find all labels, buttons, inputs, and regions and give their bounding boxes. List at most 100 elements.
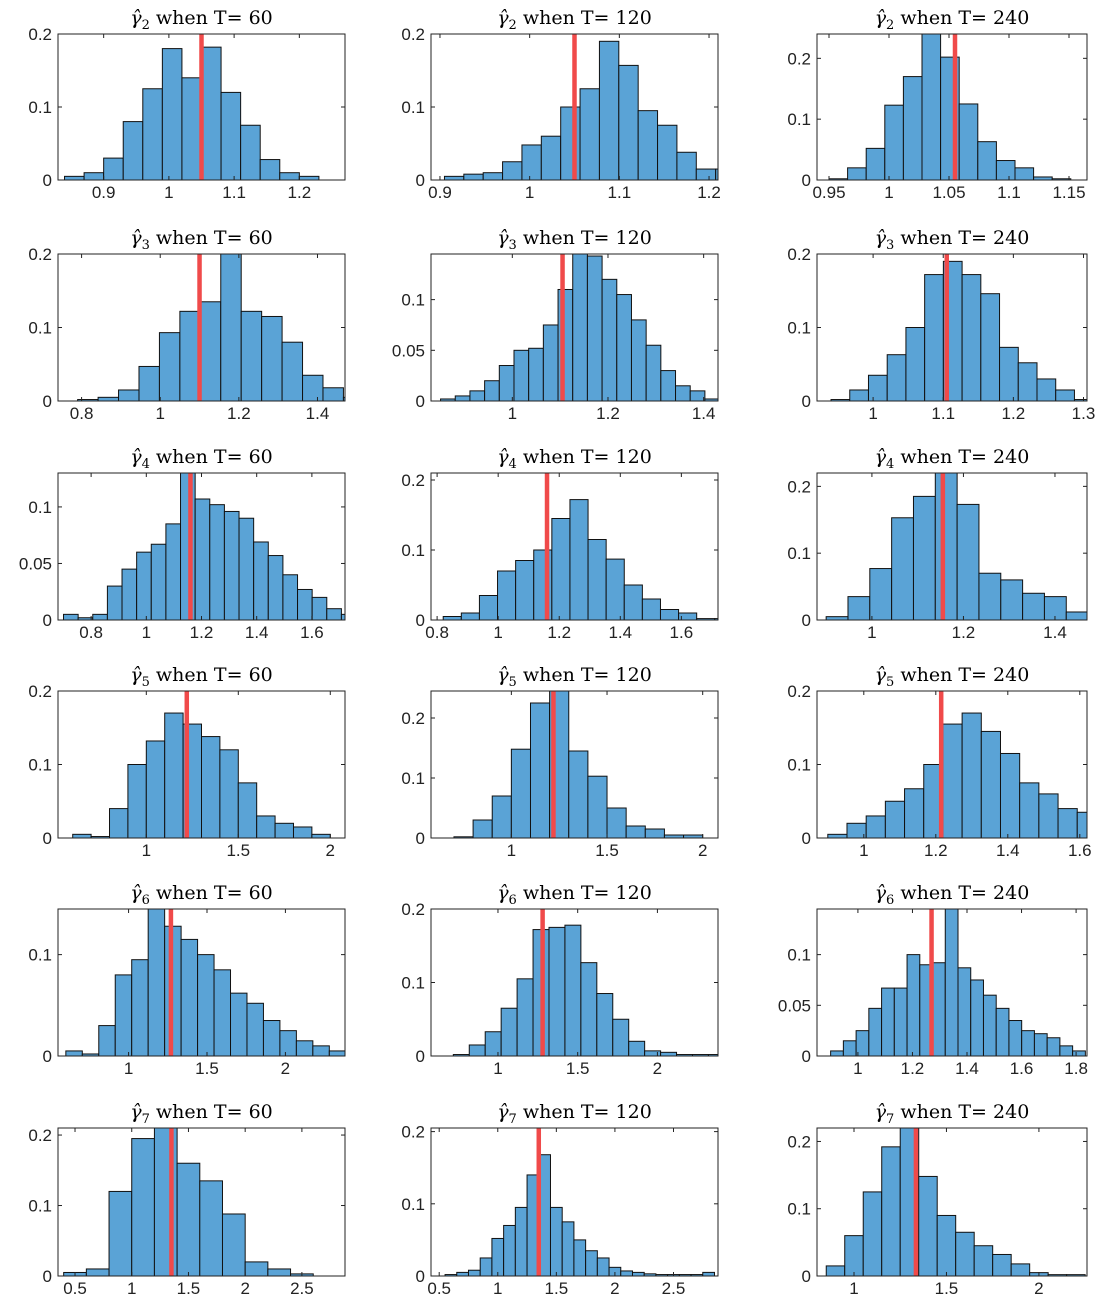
histogram-bar [176, 1162, 201, 1276]
histogram-bar [467, 1269, 481, 1276]
histogram-bar [281, 341, 304, 401]
title-text: when T= 60 [150, 664, 273, 686]
histogram-bar [311, 833, 331, 838]
histogram-bar [97, 396, 120, 401]
title-subscript: 6 [142, 893, 150, 908]
x-tick-label: 1.2 [924, 841, 948, 860]
title-symbol: γ̂ [875, 7, 887, 29]
histogram-bar [219, 749, 239, 838]
histogram-bar [127, 764, 147, 838]
histogram-bar [1014, 167, 1035, 180]
x-tick-label: 2.5 [662, 1279, 686, 1298]
histogram-bar [586, 255, 603, 401]
title-symbol: γ̂ [130, 1101, 142, 1123]
panel-title: γ̂7 when T= 240 [875, 1101, 1030, 1127]
histogram-panel-1: 0.9 1 1.1 1.2 0 0.1 0.2 γ̂2 when T= 60 [28, 7, 346, 202]
histogram-bar [944, 909, 959, 1056]
plot-area [828, 34, 1072, 180]
histogram-panel-10: 1 1.5 2 0 0.1 0.2 γ̂5 when T= 60 [28, 664, 346, 860]
histogram-bar [442, 616, 462, 620]
y-tick-label: 0.1 [401, 291, 425, 310]
panel-title: γ̂3 when T= 60 [130, 227, 273, 253]
x-tick-label: 1.4 [608, 623, 632, 642]
histogram-bar [942, 723, 963, 838]
x-tick-label: 1 [508, 404, 517, 423]
x-tick-label: 1.2 [596, 404, 620, 423]
histogram-bar [657, 124, 678, 180]
y-tick-label: 0.2 [28, 1126, 52, 1145]
histogram-bar [612, 1018, 630, 1056]
histogram-bar [106, 585, 123, 620]
histogram-bar [884, 104, 904, 180]
histogram-bar [631, 1271, 645, 1276]
y-tick-label: 0.1 [28, 98, 52, 117]
histogram-bar [572, 254, 588, 401]
histogram-bar [564, 924, 582, 1056]
histogram-bar [199, 1180, 223, 1276]
y-tick-label: 0 [43, 1047, 52, 1066]
histogram-bar [587, 539, 607, 620]
histogram-bar [995, 160, 1016, 180]
histogram-bar [1010, 1263, 1031, 1276]
histogram-bar [510, 748, 531, 838]
y-tick-label: 0.05 [778, 996, 811, 1015]
histogram-bar [516, 978, 534, 1056]
title-subscript: 3 [142, 238, 150, 253]
histogram-bar [103, 157, 124, 180]
y-tick-label: 0.1 [401, 974, 425, 993]
plot-area [453, 691, 704, 838]
histogram-bar [161, 48, 183, 180]
x-tick-label: 2 [240, 1279, 249, 1298]
y-tick-label: 0 [802, 171, 811, 190]
histogram-bar [678, 612, 698, 620]
histogram-bar [999, 752, 1021, 838]
histogram-bar [1021, 1030, 1035, 1056]
panel-title: γ̂6 when T= 60 [130, 882, 273, 908]
histogram-bar [85, 1268, 110, 1276]
plot-area [442, 473, 718, 620]
x-tick-label: 1.4 [692, 404, 716, 423]
title-text: when T= 60 [150, 1101, 273, 1123]
panel-title: γ̂5 when T= 240 [875, 664, 1030, 690]
histogram-bar [628, 1040, 646, 1056]
histogram-panel-12: 1 1.2 1.4 1.6 0 0.1 0.2 γ̂5 when T= 240 [787, 664, 1091, 860]
y-tick-label: 0 [43, 611, 52, 630]
title-subscript: 2 [142, 18, 150, 33]
histogram-bar [145, 740, 166, 838]
histogram-bar [292, 826, 313, 838]
plot-area [63, 1128, 314, 1276]
plot-area [830, 254, 1087, 401]
x-tick-label: 1.5 [177, 1279, 201, 1298]
histogram-panel-3: 0.95 1 1.05 1.1 1.15 0 0.1 0.2 γ̂2 when T= 240 [787, 7, 1088, 202]
histogram-bar [98, 1025, 116, 1056]
histogram-bar [65, 1050, 83, 1056]
histogram-bar [1000, 579, 1024, 620]
histogram-bar [921, 34, 942, 180]
x-tick-label: 1 [493, 1279, 502, 1298]
x-tick-label: 1 [849, 1279, 858, 1298]
x-tick-label: 1.1 [222, 183, 246, 202]
plot-area [825, 1128, 1086, 1276]
x-tick-label: 1.4 [306, 404, 330, 423]
title-symbol: γ̂ [130, 664, 142, 686]
histogram-bar [548, 926, 566, 1056]
x-tick-label: 1.5 [566, 1059, 590, 1078]
x-tick-label: 1.2 [190, 623, 214, 642]
x-tick-label: 1 [493, 1059, 502, 1078]
x-tick-label: 2 [698, 841, 707, 860]
histogram-bar [136, 551, 152, 620]
plot-area [443, 34, 718, 180]
histogram-bar [936, 1214, 957, 1276]
x-tick-label: 1 [853, 1059, 862, 1078]
x-tick-label: 1 [164, 183, 173, 202]
plot-area [825, 473, 1087, 620]
panel-title: γ̂5 when T= 120 [497, 664, 652, 690]
histogram-bar [579, 88, 600, 180]
x-tick-label: 1.3 [1072, 404, 1096, 423]
plot-area [63, 473, 345, 620]
axes-box [430, 253, 719, 402]
title-subscript: 5 [886, 675, 894, 690]
y-tick-label: 0.2 [28, 245, 52, 264]
histogram-panel-4: 0.8 1 1.2 1.4 0 0.1 0.2 γ̂3 when T= 60 [28, 227, 346, 423]
